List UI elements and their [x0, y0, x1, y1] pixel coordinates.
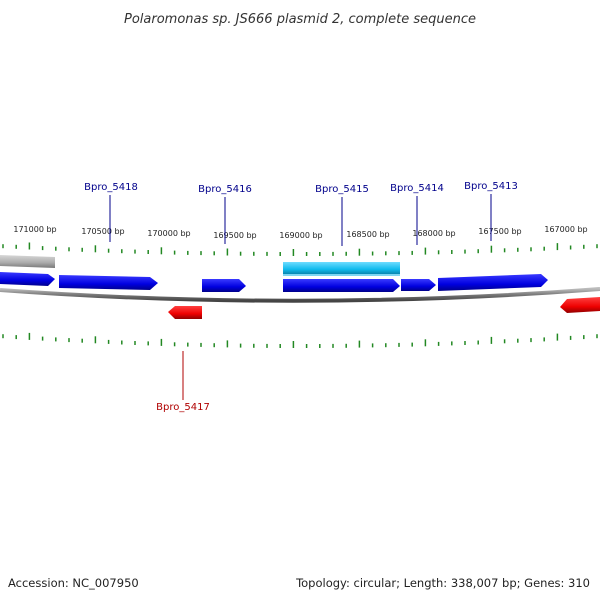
gene-label-bpro-5413[interactable]: Bpro_5413 [464, 181, 518, 192]
scale-label: 170000 bp [147, 229, 190, 238]
forward-gene-arrow[interactable] [283, 279, 400, 292]
gene-label-bpro-5418[interactable]: Bpro_5418 [84, 182, 138, 193]
accession-text: Accession: NC_007950 [8, 576, 139, 590]
scale-label: 169000 bp [279, 231, 322, 240]
scale-label: 168500 bp [346, 230, 389, 239]
scale-label: 170500 bp [81, 227, 124, 236]
gene-label-bpro-5416[interactable]: Bpro_5416 [198, 184, 252, 195]
forward-gene-arrow[interactable] [401, 279, 436, 291]
reverse-gene-arrow[interactable] [560, 297, 600, 313]
inner-tick-marks [2, 332, 598, 348]
gene-labels: Bpro_5418 Bpro_5416 Bpro_5415 Bpro_5414 … [84, 181, 518, 413]
scale-label: 169500 bp [213, 231, 256, 240]
gray-feature[interactable] [0, 255, 55, 268]
scale-label: 171000 bp [13, 225, 56, 234]
scale-label: 168000 bp [412, 229, 455, 238]
gene-label-bpro-5414[interactable]: Bpro_5414 [390, 183, 444, 194]
topology-summary: Topology: circular; Length: 338,007 bp; … [296, 576, 590, 590]
backbone-arc [0, 287, 600, 303]
reverse-strand-genes [168, 297, 600, 319]
reverse-gene-arrow-bpro-5417[interactable] [168, 306, 202, 319]
forward-strand-genes [0, 272, 548, 292]
forward-gene-arrow[interactable] [59, 275, 158, 290]
highlighted-gene-bpro-5415[interactable] [283, 262, 400, 276]
gene-label-bpro-5415[interactable]: Bpro_5415 [315, 184, 369, 195]
forward-gene-arrow[interactable] [438, 274, 548, 291]
forward-gene-arrow[interactable] [202, 279, 246, 292]
scale-label: 167500 bp [478, 227, 521, 236]
outer-tick-marks [2, 242, 598, 256]
gene-label-bpro-5417[interactable]: Bpro_5417 [156, 402, 210, 413]
map-title: Polaromonas sp. JS666 plasmid 2, complet… [124, 12, 476, 27]
scale-labels: 171000 bp 170500 bp 170000 bp 169500 bp … [13, 225, 587, 240]
forward-gene-arrow[interactable] [0, 272, 55, 286]
scale-label: 167000 bp [544, 225, 587, 234]
